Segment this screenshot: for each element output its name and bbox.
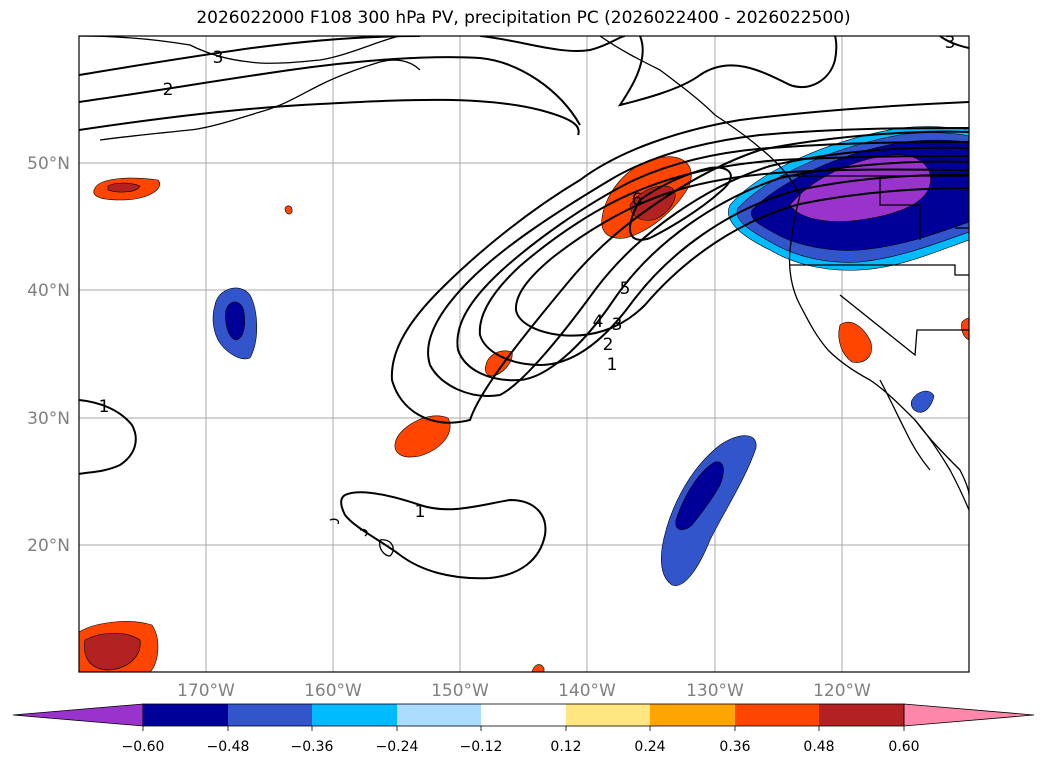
lat-labels: 20°N 30°N 40°N 50°N: [27, 154, 70, 556]
colorbar-border: [142, 703, 905, 727]
contour-3-jet: [456, 141, 969, 382]
map-border: [78, 35, 970, 673]
colorbar-tick-label: −0.60: [122, 739, 165, 755]
coast-mexico: [914, 419, 969, 496]
plot-title: 2026022000 F108 300 hPa PV, precipitatio…: [196, 8, 851, 28]
contour-5-jet: [514, 168, 969, 337]
contour-1-west: [79, 399, 137, 475]
colorbar-segment: [819, 704, 904, 726]
precip-positive-dot: [284, 205, 293, 215]
contour-label: 3: [945, 33, 956, 53]
colorbar-tick-label: 0.60: [888, 739, 919, 755]
lon-label: 150°W: [431, 681, 489, 701]
contour-label: 1: [607, 355, 618, 375]
colorbar-right-arrow: [903, 703, 1035, 727]
precip-positive-bottom: [531, 664, 545, 672]
contour-label: 3: [213, 48, 224, 68]
precip-positive-east-edge: [961, 317, 969, 341]
lon-label: 170°W: [177, 681, 235, 701]
colorbar-ticks: [142, 726, 905, 731]
contour-1-jet: [390, 101, 969, 424]
colorbar: −0.60 −0.48 −0.36 −0.24 −0.12 0.12 0.24 …: [12, 703, 1035, 755]
lon-label: 160°W: [304, 681, 362, 701]
precip-negative-south-core: [675, 461, 724, 530]
colorbar-tick-label: −0.48: [207, 739, 250, 755]
colorbar-tick-label: −0.36: [291, 739, 334, 755]
precip-negative-west-core: [225, 301, 246, 341]
contour-label: 2: [163, 80, 174, 100]
colorbar-tick-label: −0.24: [376, 739, 419, 755]
lat-label: 40°N: [27, 281, 70, 301]
precip-positive-nw-core: [107, 182, 141, 193]
coast-west-na: [788, 194, 969, 511]
precip-positive-sw-core: [84, 632, 141, 671]
colorbar-tick-label: 0.12: [550, 739, 581, 755]
colorbar-segment: [481, 704, 566, 726]
lat-label: 20°N: [27, 536, 70, 556]
contour-label: 6: [632, 190, 643, 210]
map-area: [79, 36, 969, 672]
precip-positive-california: [838, 321, 872, 363]
lon-label: 120°W: [813, 681, 871, 701]
contour-4-jet: [478, 155, 969, 367]
contour-label: 2: [603, 335, 614, 355]
lon-label: 130°W: [686, 681, 744, 701]
contour-3-northeast: [479, 36, 626, 52]
coast-alaska: [79, 36, 401, 64]
colorbar-tick-label: 0.24: [634, 739, 665, 755]
colorbar-tick-label: 0.36: [719, 739, 750, 755]
contour-label: 4: [593, 312, 604, 332]
colorbar-tick-label: −0.12: [460, 739, 503, 755]
coastlines: [79, 36, 969, 557]
coast-aleutians: [99, 59, 421, 141]
colorbar-left-arrow: [12, 703, 144, 727]
contour-1-south: [340, 491, 547, 580]
colorbar-segment: [735, 704, 819, 726]
colorbar-segment: [650, 704, 735, 726]
contour-1-top: [79, 98, 580, 136]
colorbar-segment: [143, 704, 228, 726]
coast-gulf-alaska: [599, 36, 801, 196]
contour-labels: 3 2 6 5 4 3 2 1 1 1 3: [99, 33, 956, 522]
coast-baja: [879, 379, 931, 471]
contour-label: 1: [415, 502, 426, 522]
lon-labels: 170°W 160°W 150°W 140°W 130°W 120°W: [177, 681, 871, 701]
border-states-1: [879, 176, 921, 240]
contour-label: 1: [99, 397, 110, 417]
colorbar-segment: [312, 704, 397, 726]
contour-label: 5: [620, 279, 631, 299]
border-states-3: [839, 294, 969, 357]
contour-northeast-loop: [617, 36, 838, 107]
contour-3-corner: [939, 36, 969, 49]
contour-6-jet: [629, 166, 732, 241]
pv-contours: [79, 36, 969, 580]
contour-3-top: [79, 36, 421, 76]
colorbar-segment: [228, 704, 312, 726]
precip-positive-south: [394, 415, 451, 458]
colorbar-tick-label: 0.48: [803, 739, 834, 755]
colorbar-segment: [566, 704, 650, 726]
lat-label: 50°N: [27, 154, 70, 174]
border-states-2: [790, 264, 969, 276]
lat-label: 30°N: [27, 409, 70, 429]
lon-label: 140°W: [558, 681, 616, 701]
contour-label: 3: [612, 315, 623, 335]
coast-hawaii: [329, 518, 394, 557]
precip-negative-mexico: [910, 390, 935, 413]
colorbar-segment: [397, 704, 481, 726]
contour-2-top: [79, 56, 581, 126]
precip-negative-south: [661, 435, 757, 586]
